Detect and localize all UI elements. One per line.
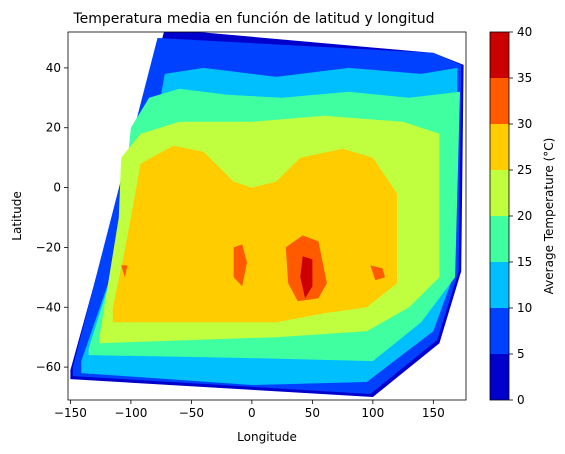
colorbar-tick-label: 25 [517, 163, 532, 177]
colorbar-tick-label: 40 [517, 25, 532, 39]
colorbar-label: Average Temperature (°C) [542, 138, 556, 295]
x-axis-ticks: −150 −100 −50 0 50 100 150 [54, 400, 445, 420]
x-tick-label: −50 [179, 406, 204, 420]
contour-fill [70, 32, 464, 397]
colorbar-tick-label: 15 [517, 255, 532, 269]
y-tick-label: 40 [46, 61, 61, 75]
colorbar-tick-label: 5 [517, 347, 525, 361]
x-tick-label: −150 [54, 406, 87, 420]
contour-region-hot-w [121, 265, 128, 278]
y-axis-ticks: −60 −40 −20 0 20 40 [36, 61, 68, 374]
chart-title: Temperatura media en función de latitud … [72, 11, 434, 27]
colorbar-tick-label: 30 [517, 117, 532, 131]
contour-region-hot-e [370, 265, 385, 281]
x-tick-label: 100 [361, 406, 384, 420]
y-tick-label: −20 [36, 240, 61, 254]
y-tick-label: −60 [36, 360, 61, 374]
colorbar: 0 5 10 15 20 25 30 35 40 [489, 25, 532, 407]
x-tick-label: 50 [305, 406, 320, 420]
colorbar-segment [490, 308, 509, 354]
y-axis-label: Latitude [10, 191, 24, 240]
x-axis-label: Longitude [237, 430, 297, 444]
y-tick-label: 20 [46, 121, 61, 135]
x-tick-label: −100 [114, 406, 147, 420]
plot-frame [67, 31, 467, 401]
colorbar-segment [490, 170, 509, 216]
y-tick-label: −40 [36, 300, 61, 314]
colorbar-segment [490, 78, 509, 124]
y-tick-label: 0 [53, 181, 61, 195]
colorbar-tick-label: 20 [517, 209, 532, 223]
contour-region-peak [300, 256, 313, 299]
colorbar-tick-label: 0 [517, 393, 525, 407]
colorbar-segment [490, 262, 509, 308]
contour-region-band-25-30 [112, 145, 398, 323]
colorbar-tick-label: 10 [517, 301, 532, 315]
colorbar-tick-label: 35 [517, 71, 532, 85]
colorbar-segment [490, 32, 509, 78]
x-tick-label: 0 [248, 406, 256, 420]
colorbar-segment [490, 216, 509, 262]
colorbar-segment [490, 354, 509, 400]
x-tick-label: 150 [422, 406, 445, 420]
colorbar-segment [490, 124, 509, 170]
contour-region-hot-sw [233, 244, 247, 287]
